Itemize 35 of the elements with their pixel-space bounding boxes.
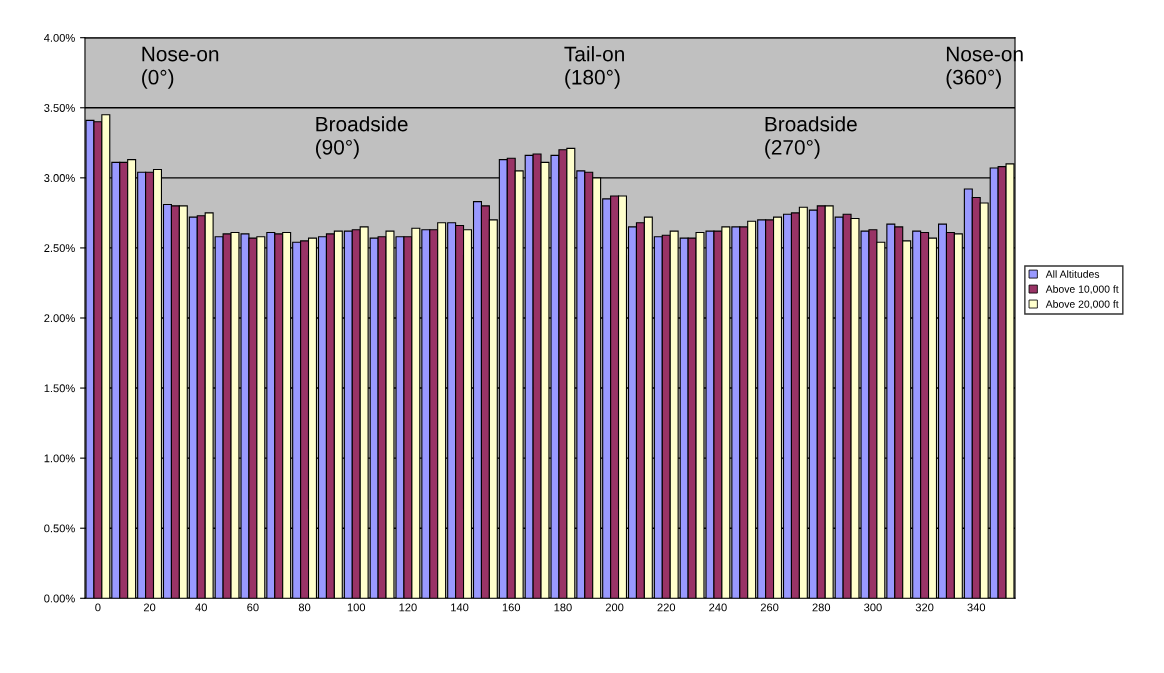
x-tick-label: 0 [95, 603, 101, 612]
x-tick-label: 340 [967, 603, 986, 612]
legend-label: Above 10,000 ft [1045, 285, 1119, 295]
x-tick-label: 180 [554, 603, 572, 612]
y-tick-label: 0.50% [44, 524, 75, 533]
legend-label: All Altitudes [1045, 270, 1100, 278]
y-tick-label: 3.50% [44, 104, 75, 112]
x-tick-label: 140 [451, 603, 469, 612]
x-tick-label: 300 [864, 603, 882, 612]
y-tick-label: 2.50% [44, 244, 75, 253]
y-tick-label: 1.00% [44, 454, 75, 463]
y-tick-label: 1.50% [44, 384, 75, 393]
x-tick-label: 120 [399, 603, 417, 612]
annotation: Tail-on (180°) [564, 46, 624, 89]
x-tick-label: 320 [915, 603, 934, 612]
legend-label: Above 20,000 ft [1045, 300, 1119, 309]
x-tick-label: 60 [247, 603, 259, 612]
y-tick-label: 4.00% [44, 33, 75, 42]
y-tick-label: 3.00% [44, 174, 75, 182]
x-tick-label: 280 [812, 603, 831, 612]
x-tick-label: 20 [143, 603, 156, 612]
annotation: Nose-on (360°) [946, 46, 1023, 89]
y-tick-label: 2.00% [44, 314, 75, 323]
annotation: Broadside (90°) [315, 116, 408, 159]
x-tick-label: 160 [502, 603, 521, 612]
x-tick-label: 40 [195, 603, 207, 612]
annotation: Nose-on (0°) [142, 46, 219, 89]
x-tick-label: 220 [657, 603, 676, 612]
x-tick-label: 260 [760, 603, 779, 612]
y-tick-label: 0.00% [44, 594, 75, 603]
x-tick-label: 200 [605, 603, 624, 612]
annotation: Broadside (270°) [765, 116, 857, 159]
x-tick-label: 100 [347, 603, 366, 612]
x-tick-label: 80 [298, 603, 311, 612]
x-tick-label: 240 [709, 603, 727, 612]
